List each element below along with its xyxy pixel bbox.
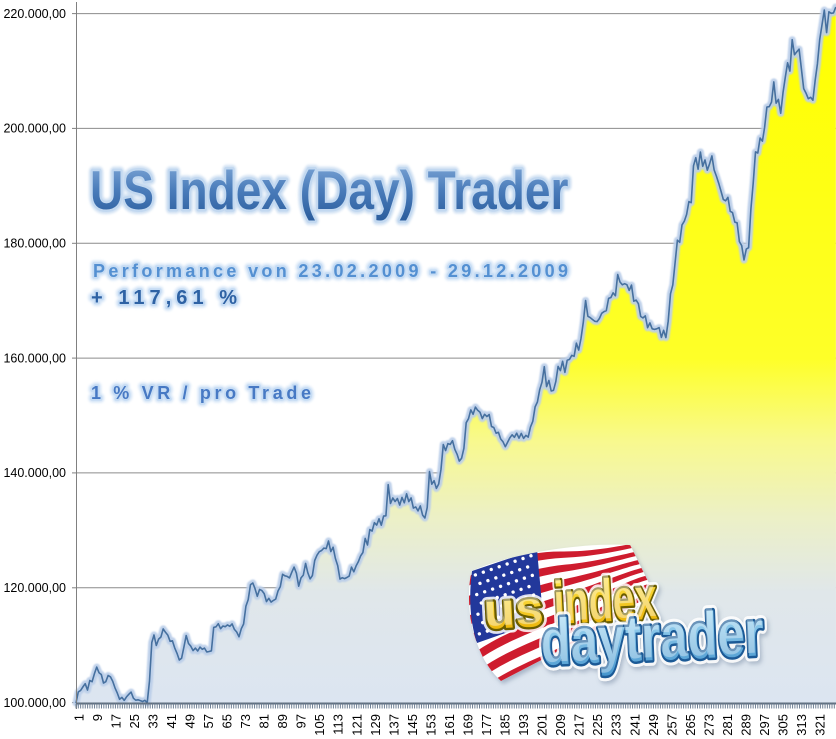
svg-text:220.000,00: 220.000,00 — [3, 7, 66, 21]
svg-text:201: 201 — [535, 714, 550, 736]
svg-text:305: 305 — [776, 714, 791, 736]
svg-text:145: 145 — [405, 714, 420, 736]
svg-text:us: us — [481, 577, 543, 637]
svg-text:1 % VR / pro Trade: 1 % VR / pro Trade — [91, 383, 311, 403]
svg-text:257: 257 — [664, 714, 679, 736]
svg-text:200.000,00: 200.000,00 — [3, 122, 66, 136]
svg-text:index: index — [551, 562, 657, 634]
svg-text:81: 81 — [257, 714, 272, 728]
svg-text:160.000,00: 160.000,00 — [3, 351, 66, 365]
svg-text:index: index — [552, 565, 658, 637]
svg-text:65: 65 — [220, 714, 235, 728]
svg-text:+ 117,61 %: + 117,61 % — [91, 287, 237, 309]
svg-text:25: 25 — [127, 714, 142, 728]
svg-text:17: 17 — [108, 714, 123, 728]
svg-text:313: 313 — [794, 714, 809, 736]
svg-text:daytrader: daytrader — [539, 596, 765, 679]
svg-text:193: 193 — [516, 714, 531, 736]
svg-text:Performance von 23.02.2009 -: Performance von 23.02.2009 - 29.12.2009 — [93, 261, 568, 281]
svg-text:265: 265 — [683, 714, 698, 736]
svg-text:120.000,00: 120.000,00 — [3, 581, 66, 595]
svg-text:249: 249 — [646, 714, 661, 736]
svg-text:180.000,00: 180.000,00 — [3, 237, 66, 251]
svg-text:137: 137 — [386, 714, 401, 736]
svg-text:217: 217 — [572, 714, 587, 736]
svg-text:us: us — [483, 580, 545, 640]
svg-text:100.000,00: 100.000,00 — [3, 696, 66, 710]
svg-text:US Index (Day) Trader: US Index (Day) Trader — [90, 159, 568, 221]
svg-text:225: 225 — [590, 714, 605, 736]
svg-text:281: 281 — [720, 714, 735, 736]
svg-text:49: 49 — [183, 714, 198, 728]
svg-text:33: 33 — [145, 714, 160, 728]
svg-text:233: 233 — [609, 714, 624, 736]
svg-text:273: 273 — [701, 714, 716, 736]
svg-text:89: 89 — [275, 714, 290, 728]
svg-text:289: 289 — [739, 714, 754, 736]
svg-text:185: 185 — [498, 714, 513, 736]
svg-text:161: 161 — [442, 714, 457, 736]
svg-text:140.000,00: 140.000,00 — [3, 466, 66, 480]
svg-text:1: 1 — [71, 714, 86, 721]
svg-text:169: 169 — [461, 714, 476, 736]
svg-text:129: 129 — [368, 714, 383, 736]
svg-text:index: index — [552, 565, 658, 637]
svg-text:209: 209 — [553, 714, 568, 736]
svg-text:321: 321 — [813, 714, 828, 736]
svg-text:41: 41 — [164, 714, 179, 728]
svg-text:73: 73 — [238, 714, 253, 728]
svg-text:97: 97 — [294, 714, 309, 728]
svg-text:241: 241 — [627, 714, 642, 736]
svg-text:daytrader: daytrader — [539, 596, 765, 679]
svg-text:daytrader: daytrader — [538, 593, 764, 676]
svg-text:121: 121 — [349, 714, 364, 736]
svg-text:105: 105 — [312, 714, 327, 736]
svg-text:US Index (Day) Trader: US Index (Day) Trader — [90, 159, 568, 221]
svg-text:us: us — [483, 580, 545, 640]
svg-text:113: 113 — [331, 714, 346, 735]
svg-text:index: index — [552, 565, 658, 637]
svg-text:177: 177 — [479, 714, 494, 736]
svg-text:297: 297 — [757, 714, 772, 736]
svg-text:153: 153 — [423, 714, 438, 736]
svg-text:us: us — [483, 580, 545, 640]
svg-text:daytrader: daytrader — [539, 596, 765, 679]
svg-text:9: 9 — [90, 714, 105, 721]
svg-text:57: 57 — [201, 714, 216, 728]
svg-text:1 % VR / pro Trade: 1 % VR / pro Trade — [91, 383, 311, 403]
